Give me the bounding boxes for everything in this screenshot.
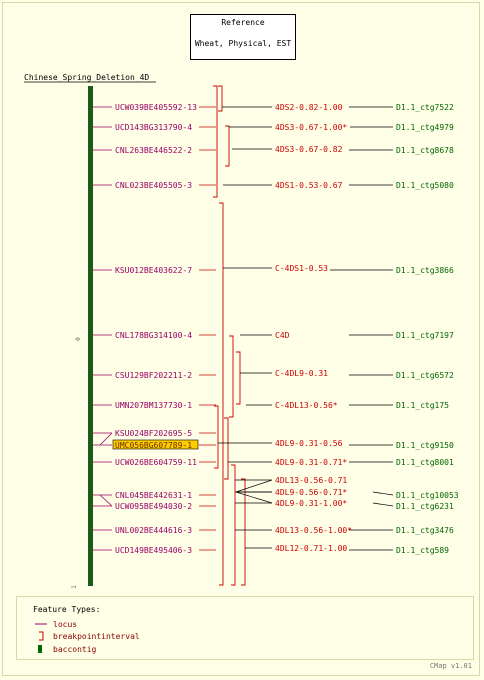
interval-label: C-4DS1-0.53 <box>275 264 328 273</box>
comparative-map: Chinese_Spring_Deletion_4D 0 1 UCW039BE405… <box>24 73 459 589</box>
locus-label: CNL023BE405505-3 <box>115 181 192 190</box>
interval-label: 4DS1-0.53-0.67 <box>275 181 343 190</box>
axis-top-label: 0 <box>75 337 82 341</box>
legend-box: Feature Types: locus breakpointinterval … <box>16 596 474 660</box>
version-footer: CMap v1.01 <box>429 662 472 670</box>
contig-label: D1.1_ctg3476 <box>396 526 454 535</box>
bracket-icon <box>39 631 44 641</box>
bracket-icon <box>218 85 223 112</box>
interval-label: 4DS2-0.82-1.00 <box>275 103 343 112</box>
contig-label: D1.1_ctg8001 <box>396 458 454 467</box>
legend-label: breakpointinterval <box>53 631 140 641</box>
locus-label: UCW039BE405592-13 <box>115 103 197 112</box>
contig-label: D1.1_ctg5080 <box>396 181 454 190</box>
map-frame <box>2 2 480 676</box>
contig-label: D1.1_ctg175 <box>396 401 449 410</box>
interval-label: 4DL9-0.56-0.71* <box>275 488 347 497</box>
legend-label: locus <box>53 619 78 629</box>
contig-label: D1.1_ctg6572 <box>396 371 454 380</box>
locus-label: UCD149BE495406-3 <box>115 546 192 555</box>
reference-subtitle: Wheat, Physical, EST <box>194 39 292 48</box>
interval-connector <box>235 479 273 493</box>
axis-bottom-label: 1 <box>71 585 78 589</box>
bracket-icon <box>241 478 246 586</box>
locus-label: UNL002BE444616-3 <box>115 526 192 535</box>
locus-label: KSU012BE403622-7 <box>115 266 192 275</box>
locus-label: CNL045BE442631-1 <box>115 491 192 500</box>
reference-box[interactable]: Reference Wheat, Physical, EST <box>190 14 296 60</box>
interval-label: 4DL12-0.71-1.00 <box>275 544 347 553</box>
bracket-icon <box>219 202 224 586</box>
locus-label: UCW026BE604759-11 <box>115 458 197 467</box>
bracket-icon <box>224 417 229 480</box>
locus-label: CNL263BE446522-2 <box>115 146 192 155</box>
interval-label: 4DL9-0.31-1.00* <box>275 499 347 508</box>
contig-label: D1.1_ctg9150 <box>396 441 454 450</box>
bracket-icon <box>213 85 218 198</box>
interval-label: 4DL9-0.31-0.71* <box>275 458 347 467</box>
contig-label: D1.1_ctg3866 <box>396 266 454 275</box>
interval-label: 4DL13-0.56-1.00* <box>275 526 352 535</box>
contig-label: D1.1_ctg6231 <box>396 502 454 511</box>
locus-connector <box>99 432 113 446</box>
interval-label: 4DS3-0.67-0.82 <box>275 145 343 154</box>
interval-label: 4DL13-0.56-0.71 <box>275 476 347 485</box>
contig-label: D1.1_ctg7197 <box>396 331 454 340</box>
map-backbone <box>88 86 93 586</box>
interval-label: C-4DL9-0.31 <box>275 369 328 378</box>
locus-label: CSU129BF202211-2 <box>115 371 192 380</box>
locus-connector <box>99 494 113 507</box>
bracket-icon <box>231 464 236 586</box>
bar-icon <box>38 645 42 653</box>
reference-title: Reference <box>221 18 265 27</box>
map-title: Chinese_Spring_Deletion_4D <box>24 73 149 82</box>
contig-connector <box>372 502 394 507</box>
interval-label: 4DL9-0.31-0.56 <box>275 439 343 448</box>
locus-label: UCD143BG313790-4 <box>115 123 192 132</box>
contig-label: D1.1_ctg8678 <box>396 146 454 155</box>
line-icon <box>35 623 47 625</box>
locus-label: CNL178BG314100-4 <box>115 331 192 340</box>
bracket-icon <box>236 351 241 405</box>
locus-highlight <box>112 439 199 450</box>
bracket-icon <box>214 405 219 469</box>
interval-label: 4DS3-0.67-1.00* <box>275 123 347 132</box>
contig-connector <box>372 491 394 496</box>
locus-label: UMN207BM137730-1 <box>115 401 192 410</box>
bracket-icon <box>229 335 234 418</box>
locus-label: UCW095BE494030-2 <box>115 502 192 511</box>
contig-label: D1.1_ctg4979 <box>396 123 454 132</box>
bracket-icon <box>225 125 230 167</box>
contig-label: D1.1_ctg7522 <box>396 103 454 112</box>
interval-label: C-4DL13-0.56* <box>275 401 338 410</box>
legend-item-locus: locus <box>35 618 77 630</box>
interval-label: C4D <box>275 331 290 340</box>
legend-item-breakpointinterval: breakpointinterval <box>35 630 140 642</box>
locus-label: KSU024BF202695-5 <box>115 429 192 438</box>
locus-label: UMC056BG607789-1 <box>115 441 192 450</box>
legend-title: Feature Types: <box>33 605 101 614</box>
contig-label: D1.1_ctg10053 <box>396 491 459 500</box>
contig-label: D1.1_ctg589 <box>396 546 449 555</box>
legend-item-baccontig: baccontig <box>35 643 96 655</box>
interval-connector <box>235 491 273 504</box>
legend-label: baccontig <box>53 644 97 654</box>
